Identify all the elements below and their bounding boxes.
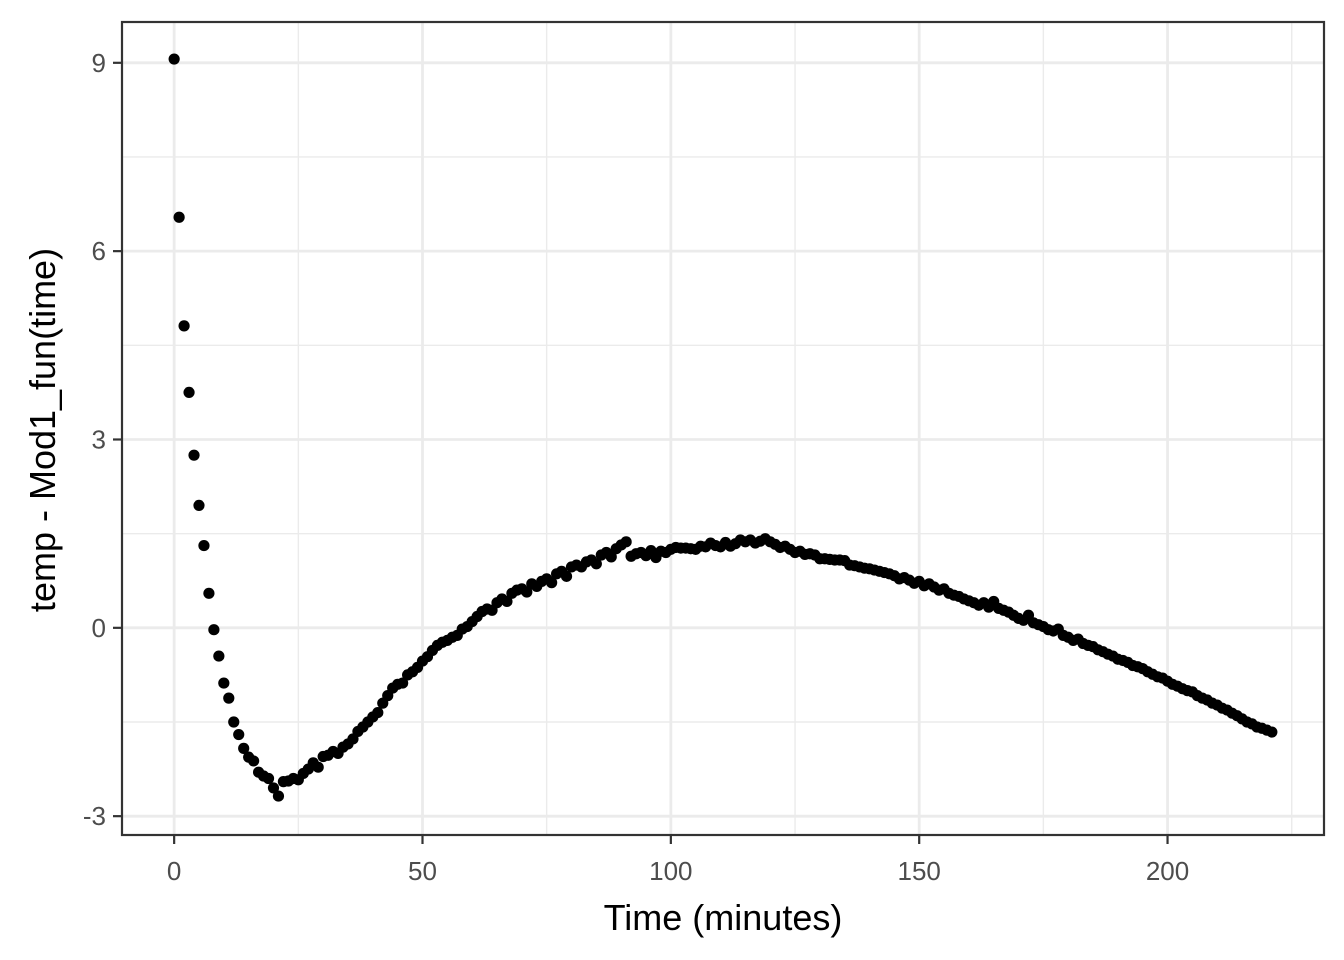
data-point bbox=[312, 761, 324, 773]
data-point bbox=[590, 558, 602, 570]
data-point bbox=[272, 790, 285, 802]
y-tick-label: -3 bbox=[83, 801, 106, 831]
data-point bbox=[605, 551, 617, 563]
data-point bbox=[178, 320, 190, 332]
data-point bbox=[168, 53, 180, 65]
data-point bbox=[521, 586, 533, 598]
data-point bbox=[203, 587, 215, 599]
data-point bbox=[501, 595, 513, 608]
data-point bbox=[218, 677, 230, 689]
data-point bbox=[188, 449, 200, 461]
data-point bbox=[233, 728, 245, 741]
major-gridlines bbox=[122, 22, 1324, 835]
data-point bbox=[1266, 726, 1278, 738]
y-tick-label: 9 bbox=[92, 48, 106, 78]
x-tick-label: 100 bbox=[649, 856, 692, 886]
data-point bbox=[193, 499, 205, 512]
data-point bbox=[223, 692, 235, 704]
data-point bbox=[397, 677, 409, 689]
x-tick-label: 0 bbox=[167, 856, 181, 886]
data-point bbox=[208, 624, 220, 636]
x-tick-label: 150 bbox=[897, 856, 940, 886]
data-point bbox=[620, 536, 632, 548]
data-point bbox=[213, 650, 225, 662]
data-point bbox=[267, 782, 280, 794]
y-tick-label: 3 bbox=[92, 424, 106, 454]
data-point bbox=[238, 742, 250, 754]
data-point bbox=[228, 716, 240, 728]
x-tick-label: 200 bbox=[1146, 856, 1189, 886]
data-point bbox=[248, 755, 260, 767]
panel-background bbox=[122, 22, 1324, 835]
x-axis-title: Time (minutes) bbox=[604, 897, 843, 938]
data-point bbox=[183, 386, 195, 399]
data-point bbox=[262, 772, 275, 785]
y-tick-label: 6 bbox=[92, 236, 106, 266]
data-point bbox=[546, 577, 558, 589]
data-point bbox=[198, 539, 210, 552]
data-point bbox=[560, 570, 573, 582]
x-tick-label: 50 bbox=[408, 856, 437, 886]
x-axis-ticks: 0 50 100 150 200 bbox=[167, 835, 1189, 886]
minor-gridlines bbox=[122, 22, 1324, 835]
y-tick-label: 0 bbox=[92, 613, 106, 643]
data-point bbox=[173, 211, 185, 223]
y-axis-title: temp - Mod1_fun(time) bbox=[22, 248, 63, 612]
data-point bbox=[372, 706, 384, 719]
y-axis-ticks: -3 0 3 6 9 bbox=[83, 48, 122, 831]
data-points bbox=[168, 53, 1278, 802]
panel-border bbox=[120, 20, 1326, 837]
